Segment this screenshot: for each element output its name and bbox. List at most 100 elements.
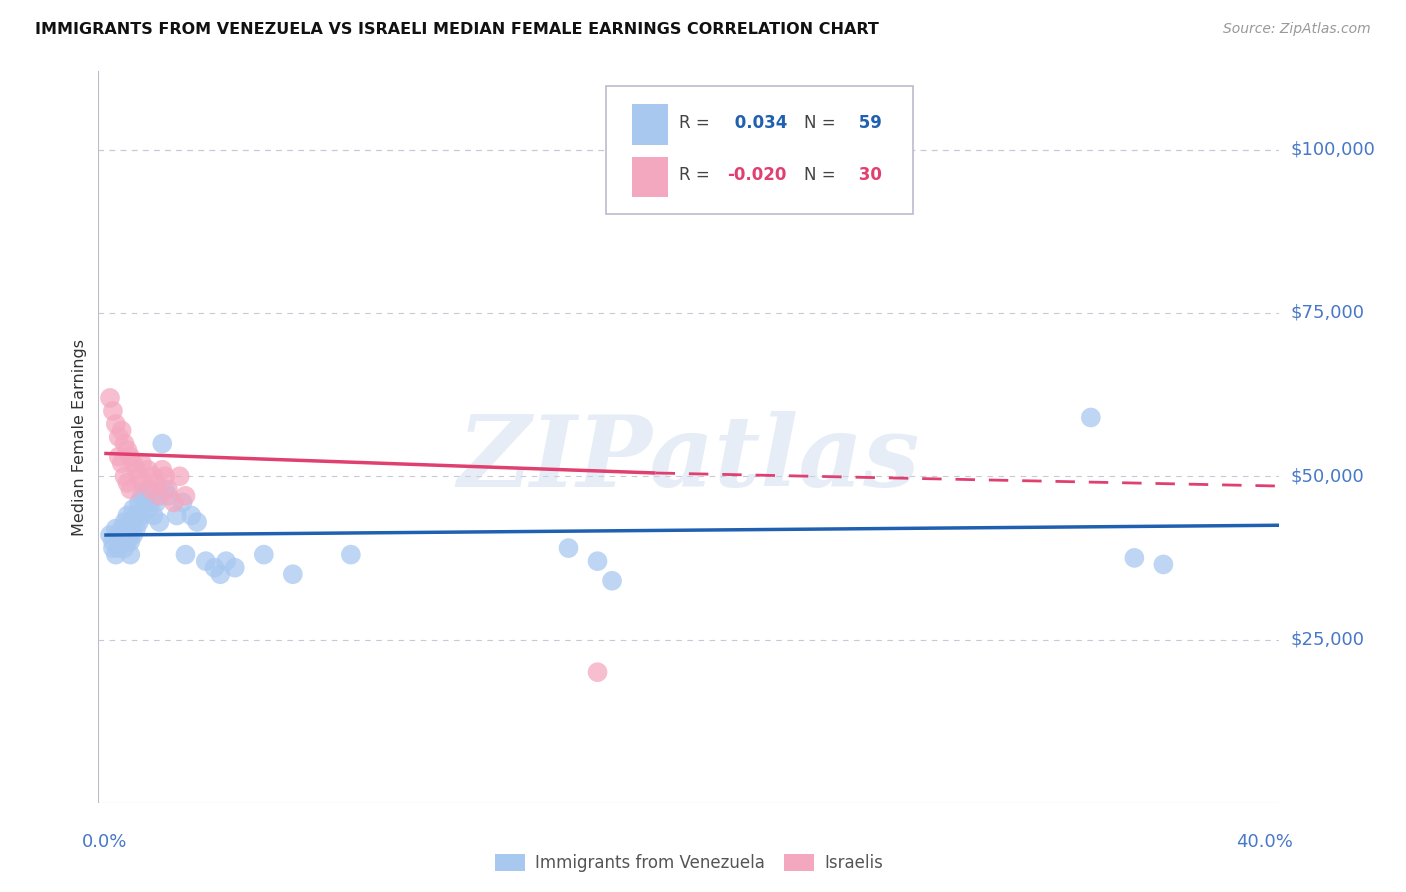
Point (131, 456, 153, 470)
Point (145, 495, 167, 509)
Point (148, 515, 170, 529)
Point (128, 495, 150, 509)
Point (180, 508, 202, 523)
Text: 0.034: 0.034 (730, 113, 787, 131)
FancyBboxPatch shape (606, 86, 914, 214)
Point (120, 534, 142, 549)
Point (111, 521, 134, 535)
Point (215, 554, 238, 568)
Point (128, 469, 150, 483)
Point (209, 567, 232, 582)
Text: R =: R = (679, 113, 710, 131)
Point (122, 502, 145, 516)
Text: N =: N = (803, 113, 835, 131)
Point (120, 548, 142, 562)
Point (1123, 550, 1146, 565)
Text: 30: 30 (853, 166, 882, 185)
Point (107, 534, 129, 549)
Point (111, 534, 134, 549)
Point (1152, 558, 1174, 572)
FancyBboxPatch shape (633, 104, 668, 145)
Point (557, 541, 579, 555)
Point (107, 430, 129, 444)
Point (125, 521, 148, 535)
Text: $25,000: $25,000 (1291, 631, 1365, 648)
Point (114, 436, 136, 450)
Point (107, 541, 129, 555)
Point (142, 469, 165, 483)
Point (340, 548, 363, 562)
Point (163, 495, 186, 509)
Point (122, 515, 145, 529)
Point (125, 508, 148, 523)
Point (600, 574, 623, 588)
Point (186, 515, 208, 529)
Text: -0.020: -0.020 (727, 166, 786, 185)
Point (131, 508, 153, 523)
Text: Source: ZipAtlas.com: Source: ZipAtlas.com (1223, 22, 1371, 37)
Point (157, 483, 180, 497)
Text: ZIPatlas: ZIPatlas (458, 411, 920, 508)
Point (114, 469, 136, 483)
Point (136, 502, 159, 516)
Point (153, 483, 176, 497)
Point (145, 475, 167, 490)
Point (120, 450, 142, 464)
Point (586, 554, 609, 568)
Text: N =: N = (803, 166, 835, 185)
Point (131, 489, 153, 503)
Point (136, 463, 159, 477)
Point (166, 508, 188, 523)
Point (139, 483, 162, 497)
Point (104, 521, 127, 535)
Point (150, 436, 173, 450)
Point (174, 548, 197, 562)
Point (142, 508, 165, 523)
Text: 59: 59 (853, 113, 882, 131)
Point (98, 391, 121, 405)
Point (114, 515, 136, 529)
Point (204, 560, 226, 574)
Point (107, 528, 129, 542)
Point (169, 469, 191, 483)
Point (111, 456, 134, 470)
Point (114, 541, 136, 555)
Point (125, 463, 148, 477)
Point (117, 475, 139, 490)
Text: IMMIGRANTS FROM VENEZUELA VS ISRAELI MEDIAN FEMALE EARNINGS CORRELATION CHART: IMMIGRANTS FROM VENEZUELA VS ISRAELI MED… (35, 22, 879, 37)
Point (101, 541, 124, 555)
Point (117, 521, 139, 535)
Point (101, 404, 124, 418)
Point (117, 534, 139, 549)
Point (120, 528, 142, 542)
Point (172, 495, 194, 509)
Point (150, 463, 173, 477)
Point (281, 567, 304, 582)
Point (122, 456, 145, 470)
Text: $100,000: $100,000 (1291, 141, 1375, 159)
Point (120, 515, 142, 529)
Point (114, 528, 136, 542)
Point (104, 417, 127, 431)
Text: 0.0%: 0.0% (82, 833, 127, 851)
Point (153, 469, 176, 483)
Point (128, 515, 150, 529)
Point (107, 450, 129, 464)
Text: $75,000: $75,000 (1291, 304, 1365, 322)
Point (111, 424, 134, 438)
Point (120, 483, 142, 497)
Point (101, 534, 124, 549)
Text: R =: R = (679, 166, 710, 185)
FancyBboxPatch shape (633, 157, 668, 197)
Text: 40.0%: 40.0% (1236, 833, 1294, 851)
Y-axis label: Median Female Earnings: Median Female Earnings (72, 339, 87, 535)
Point (117, 508, 139, 523)
Point (253, 548, 276, 562)
Point (1080, 410, 1102, 425)
Point (111, 528, 134, 542)
Point (586, 665, 609, 680)
Point (139, 495, 162, 509)
Legend: Immigrants from Venezuela, Israelis: Immigrants from Venezuela, Israelis (488, 847, 890, 879)
Point (131, 475, 153, 490)
Point (117, 443, 139, 458)
